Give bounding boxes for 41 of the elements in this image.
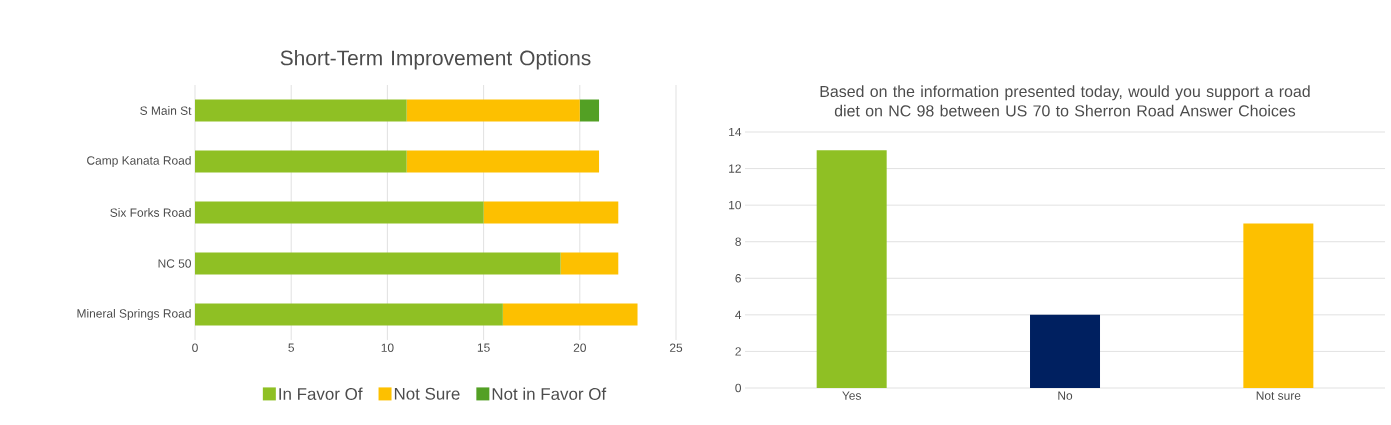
x-tick-label: Not sure [1256,391,1301,400]
y-tick-label: Six Forks Road [110,208,191,217]
bar [816,150,887,388]
y-tick-label: 6 [735,274,741,283]
bar [1030,314,1101,388]
x-tick-label: 10 [381,343,394,352]
y-tick-label: 0 [735,383,742,393]
x-tick-label: No [1058,391,1073,400]
y-tick-label: Mineral Springs Road [77,308,191,321]
x-tick-label: Yes [842,391,862,400]
y-tick-label: NC 50 [158,259,191,268]
y-tick-label: 10 [729,200,742,210]
y-tick-label: 2 [735,347,741,356]
y-tick-label: 4 [735,310,742,319]
y-tick-label: Camp Kanata Road [87,155,191,168]
y-tick-label: 14 [729,127,742,137]
bar [1243,223,1314,388]
bar [195,252,561,275]
bar [483,201,619,224]
bar [195,303,503,326]
y-tick-label: 8 [735,237,741,246]
y-tick-label: 12 [729,164,741,173]
y-tick-label: S Main St [140,106,192,115]
legend-label: Not in Favor Of [492,387,607,400]
bar [579,99,600,122]
chart-title: Based on the information presented today, would you support a road diet on NC 98 between US 70 to Sherron Road Answer Choices [820,85,1310,117]
legend-label: In Favor Of [279,387,363,400]
bar [406,99,580,122]
bar [195,99,407,122]
x-tick-label: 20 [573,343,586,352]
x-tick-label: 0 [192,343,198,352]
x-tick-label: 15 [477,343,490,352]
x-tick-label: 5 [288,343,295,352]
bar [502,303,638,326]
bar [195,201,484,224]
legend-label: Not Sure [394,387,460,400]
x-tick-label: 25 [669,343,683,352]
bar [406,150,600,173]
bar [195,150,407,173]
chart-title: Short-Term Improvement Options [280,50,591,70]
bar [560,252,619,275]
